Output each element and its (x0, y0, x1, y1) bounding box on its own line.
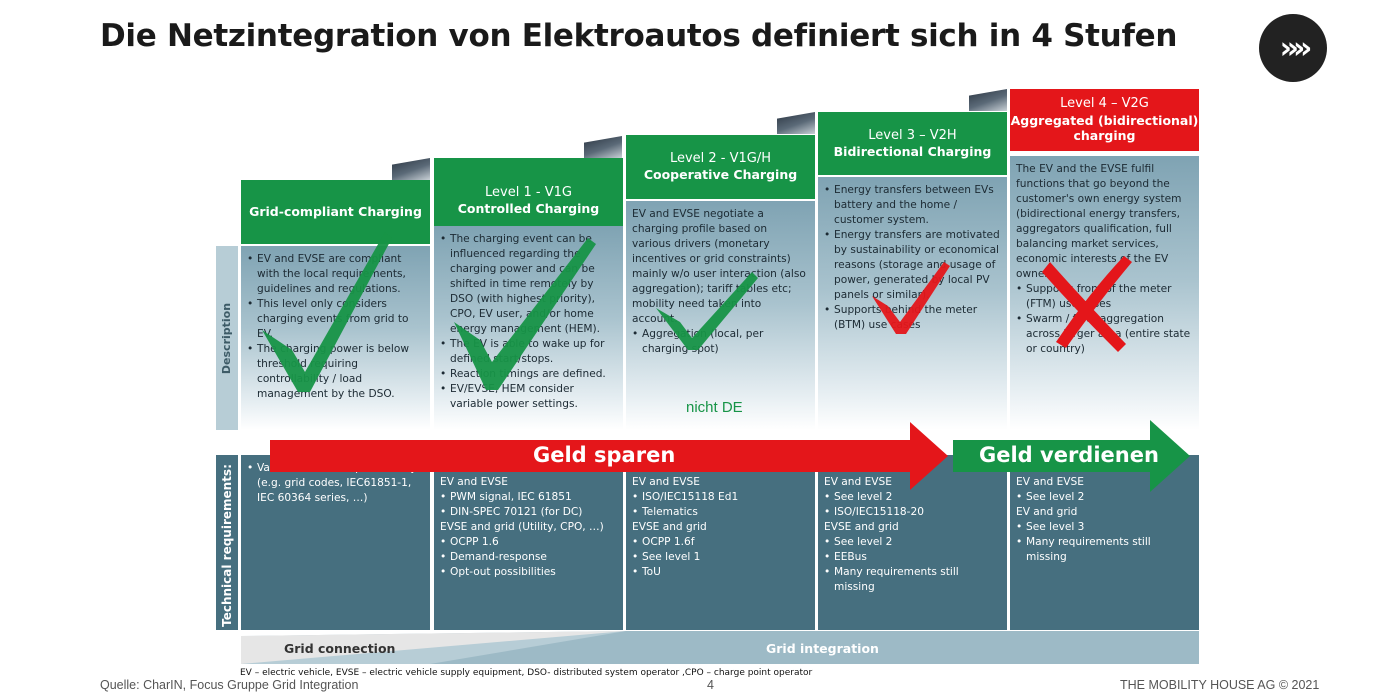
step-tab-3 (969, 89, 1007, 111)
level-0-description: EV and EVSE are compliant with the local… (241, 246, 430, 430)
level-3-tech-item: ISO/IEC15118-20 (824, 505, 1001, 520)
level-2-tech-item: OCPP 1.6f (632, 535, 809, 550)
level-2-technical: EV and EVSE ISO/IEC15118 Ed1 Telematics … (626, 455, 815, 630)
level-3-tech-item: EEBus (824, 550, 1001, 565)
level-3-technical: EV and EVSE See level 2 ISO/IEC15118-20 … (818, 455, 1007, 630)
step-tab-1 (584, 136, 622, 158)
geld-sparen-label: Geld sparen (533, 443, 676, 467)
source-note: Quelle: CharIN, Focus Gruppe Grid Integr… (100, 678, 359, 692)
level-2-tech-head: EVSE and grid (632, 521, 707, 533)
level-4-level: Level 4 – V2G (1060, 96, 1149, 112)
level-3-description: Energy transfers between EVs battery and… (818, 177, 1007, 430)
level-3-name: Bidirectional Charging (833, 143, 992, 159)
level-1-tech-head: EV and EVSE (440, 476, 508, 488)
level-3-tech-item: See level 2 (824, 490, 1001, 505)
level-0-technical: Various standards per country (e.g. grid… (241, 455, 430, 630)
level-2-header: Level 2 - V1G/H Cooperative Charging (626, 135, 815, 199)
level-0-desc-item: EV and EVSE are compliant with the local… (247, 252, 424, 297)
level-3-tech-item: See level 2 (824, 535, 1001, 550)
level-4-name: Aggregated (bidirectional) charging (1010, 112, 1199, 144)
technical-row-label: Technical requirements: (216, 455, 238, 630)
page-number: 4 (707, 678, 714, 692)
copyright: THE MOBILITY HOUSE AG © 2021 (1120, 678, 1320, 692)
page-title: Die Netzintegration von Elektroautos def… (100, 18, 1178, 54)
grid-connection-label: Grid connection (284, 641, 396, 656)
level-1-tech-head: EVSE and grid (Utility, CPO, …) (440, 521, 604, 533)
level-1-tech-item: OCPP 1.6 (440, 535, 617, 550)
level-1-description: The charging event can be influenced reg… (434, 226, 623, 430)
level-1-desc-item: The EV is able to wake up for defined st… (440, 337, 617, 367)
level-2-level: Level 2 - V1G/H (669, 151, 772, 167)
step-tab-2 (777, 112, 815, 134)
level-1-tech-item: DIN-SPEC 70121 (for DC) (440, 505, 617, 520)
level-1-tech-item: Demand-response (440, 550, 617, 565)
level-3-tech-item: Many requirements still missing (824, 565, 1001, 595)
level-2-desc-intro: EV and EVSE negotiate a charging profile… (632, 208, 806, 325)
level-4-desc-item: Swarm / fleet aggregation across larger … (1016, 312, 1193, 357)
nicht-de-note: nicht DE (686, 399, 743, 416)
level-3-desc-item: Supports behind the meter (BTM) use case… (824, 303, 1001, 333)
step-tab-0 (392, 158, 430, 180)
grid-integration-label: Grid integration (766, 641, 879, 656)
level-0-name: Grid-compliant Charging (249, 204, 422, 220)
level-2-tech-item: ISO/IEC15118 Ed1 (632, 490, 809, 505)
level-2-name: Cooperative Charging (643, 167, 798, 183)
level-1-level: Level 1 - V1G (485, 185, 572, 201)
description-row-label: Description (216, 246, 238, 430)
level-1-desc-item: The charging event can be influenced reg… (440, 232, 617, 337)
level-3-desc-item: Energy transfers between EVs battery and… (824, 183, 1001, 228)
level-3-level: Level 3 – V2H (868, 127, 957, 143)
level-2-desc-item: Aggregation (local, per charging spot) (632, 327, 809, 357)
level-1-desc-item: EV/EVSE, HEM consider variable power set… (440, 382, 617, 412)
level-4-technical: EV and EVSE See level 2 EV and grid See … (1010, 455, 1199, 630)
level-4-tech-head: EV and grid (1016, 506, 1078, 518)
level-2-tech-item: ToU (632, 565, 809, 580)
level-0-desc-item: This level only considers charging event… (247, 297, 424, 342)
level-4-description: The EV and the EVSE fulfil functions tha… (1010, 156, 1199, 430)
level-3-header: Level 3 – V2H Bidirectional Charging (818, 112, 1007, 175)
mobility-house-logo: »» (1259, 14, 1327, 82)
level-2-tech-item: See level 1 (632, 550, 809, 565)
level-1-tech-item: PWM signal, IEC 61851 (440, 490, 617, 505)
level-0-tech-item: Various standards per country (e.g. grid… (247, 461, 424, 506)
level-2-tech-head: EV and EVSE (632, 476, 700, 488)
level-2-tech-item: Telematics (632, 505, 809, 520)
level-3-tech-head: EV and EVSE (824, 476, 892, 488)
level-4-tech-item: See level 2 (1016, 490, 1193, 505)
level-3-desc-item: Energy transfers are motivated by sustai… (824, 228, 1001, 303)
level-2-description: EV and EVSE negotiate a charging profile… (626, 201, 815, 430)
level-1-desc-item: Reaction timings are defined. (440, 367, 617, 382)
footnote: EV – electric vehicle, EVSE – electric v… (240, 668, 813, 678)
level-0-header: Grid-compliant Charging (241, 180, 430, 244)
level-4-tech-item: Many requirements still missing (1016, 535, 1193, 565)
level-4-desc-intro: The EV and the EVSE fulfil functions tha… (1016, 163, 1182, 280)
level-4-header: Level 4 – V2G Aggregated (bidirectional)… (1010, 89, 1199, 151)
level-0-desc-item: The charging power is below threshold re… (247, 342, 424, 402)
level-3-tech-head: EVSE and grid (824, 521, 899, 533)
geld-verdienen-label: Geld verdienen (979, 443, 1159, 467)
level-4-tech-head: EV and EVSE (1016, 476, 1084, 488)
level-1-technical: EV and EVSE PWM signal, IEC 61851 DIN-SP… (434, 455, 623, 630)
level-1-tech-item: Opt-out possibilities (440, 565, 617, 580)
logo-glyph: »» (1279, 30, 1313, 66)
level-1-name: Controlled Charging (457, 201, 600, 217)
level-4-tech-item: See level 3 (1016, 520, 1193, 535)
level-4-desc-item: Supports front of the meter (FTM) use ca… (1016, 282, 1193, 312)
